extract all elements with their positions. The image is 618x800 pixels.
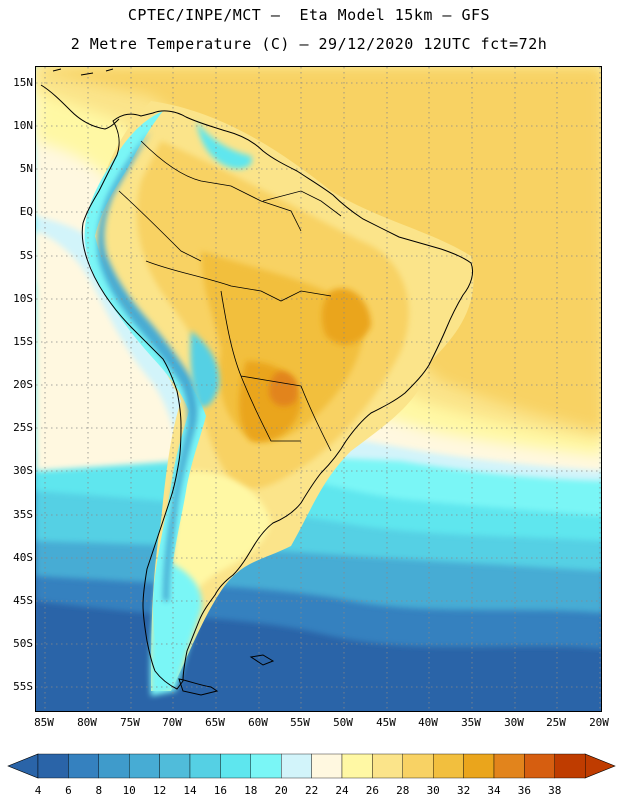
colorbar-label: 12 — [153, 784, 166, 797]
colorbar-swatch — [189, 753, 221, 779]
lon-label: 25W — [546, 716, 566, 729]
lat-label: 10S — [13, 292, 33, 305]
lat-label: 5N — [19, 162, 33, 175]
lon-label: 75W — [120, 716, 140, 729]
colorbar-label: 18 — [244, 784, 257, 797]
colorbar-swatch — [402, 753, 434, 779]
map-canvas — [36, 67, 601, 711]
lat-label: 55S — [13, 680, 33, 693]
country-borders — [118, 140, 342, 452]
temperature-map — [35, 66, 602, 712]
colorbar-swatch — [524, 753, 556, 779]
lon-label: 35W — [461, 716, 481, 729]
colorbar-swatch — [341, 753, 373, 779]
andes-cold-ridge — [84, 111, 252, 669]
colorbar-label: 22 — [305, 784, 318, 797]
colorbar-label: 16 — [214, 784, 227, 797]
lat-label: 50S — [13, 637, 33, 650]
lat-label: 15S — [13, 335, 33, 348]
lon-label: 60W — [248, 716, 268, 729]
colorbar-swatch — [372, 753, 403, 779]
colorbar-swatch — [220, 753, 251, 779]
colorbar-label: 8 — [95, 784, 102, 797]
central-america-coastline — [40, 84, 120, 130]
colorbar-label: 10 — [123, 784, 136, 797]
coastlines — [40, 68, 474, 696]
colorbar-over-arrow — [584, 753, 616, 779]
colorbar-swatch — [68, 753, 100, 779]
colorbar-label: 14 — [183, 784, 197, 797]
colorbar-swatch — [554, 753, 586, 779]
colorbar-label: 38 — [548, 784, 561, 797]
lat-label: EQ — [19, 205, 33, 218]
falklands — [249, 654, 275, 666]
colorbar-label: 34 — [487, 784, 501, 797]
colorbar-swatch — [250, 753, 282, 779]
colorbar-swatch — [159, 753, 191, 779]
lon-label: 45W — [376, 716, 396, 729]
lon-label: 70W — [162, 716, 182, 729]
colorbar-label: 26 — [366, 784, 379, 797]
lon-label: 40W — [418, 716, 438, 729]
colorbar-swatch — [311, 753, 343, 779]
colorbar-swatch — [281, 753, 312, 779]
colorbar-label: 4 — [35, 784, 42, 797]
lat-label: 10N — [13, 119, 33, 132]
colorbar-swatch — [128, 753, 160, 779]
colorbar-label: 30 — [427, 784, 440, 797]
colorbar-swatch — [433, 753, 464, 779]
colorbar-swatch — [98, 753, 130, 779]
colorbar-label: 6 — [65, 784, 72, 797]
lat-label: 40S — [13, 551, 33, 564]
lon-label: 85W — [34, 716, 54, 729]
lat-label: 25S — [13, 421, 33, 434]
lon-label: 65W — [205, 716, 225, 729]
colorbar-swatch — [463, 753, 495, 779]
colorbar: 4 6 8 10 12 14 16 18 20 22 24 26 28 30 32 34 36 38 — [7, 753, 616, 797]
title-line-2: 2 Metre Temperature (C) – 29/12/2020 12U… — [70, 35, 548, 53]
south-america-coastline — [81, 110, 474, 690]
colorbar-under-arrow — [7, 753, 39, 779]
lat-label: 5S — [19, 249, 33, 262]
lat-label: 20S — [13, 378, 33, 391]
tierra-del-fuego — [178, 678, 219, 696]
colorbar-label: 36 — [518, 784, 531, 797]
lon-label: 30W — [504, 716, 524, 729]
colorbar-swatch — [493, 753, 525, 779]
colorbar-label: 28 — [396, 784, 409, 797]
lon-label: 80W — [77, 716, 97, 729]
lat-label: 45S — [13, 594, 33, 607]
colorbar-swatch — [37, 753, 69, 779]
lat-label: 30S — [13, 464, 33, 477]
colorbar-label: 32 — [457, 784, 470, 797]
caribbean-islands — [52, 68, 114, 76]
lon-label: 20W — [589, 716, 609, 729]
colorbar-label: 24 — [335, 784, 349, 797]
lon-label: 55W — [290, 716, 310, 729]
lat-label: 15N — [13, 76, 33, 89]
title-line-1: CPTEC/INPE/MCT – Eta Model 15km – GFS — [127, 6, 491, 24]
lon-label: 50W — [333, 716, 353, 729]
colorbar-label: 20 — [275, 784, 288, 797]
lat-label: 35S — [13, 508, 33, 521]
